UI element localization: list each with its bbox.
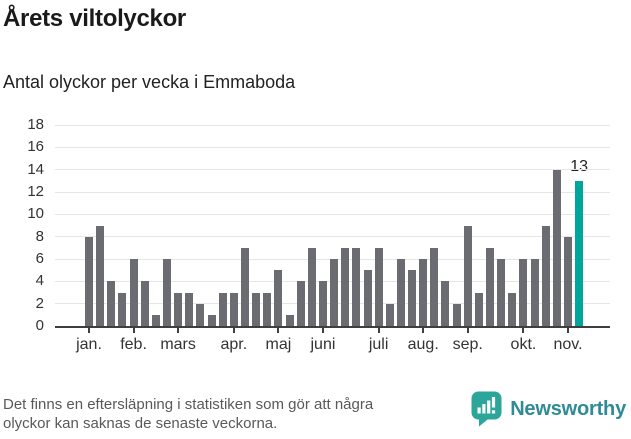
bar-week-25 [352, 247, 361, 326]
plot-area: 13 [55, 124, 610, 328]
x-label-okt: okt. [510, 336, 537, 353]
bar-week-39 [508, 292, 517, 326]
y-tick-label-12: 12 [27, 183, 44, 200]
bar-week-37 [486, 247, 495, 326]
highlight-value-label: 13 [570, 157, 589, 175]
bar-week-26 [363, 270, 372, 326]
bar-week-27 [374, 247, 383, 326]
y-tick-label-0: 0 [35, 317, 44, 334]
bar-week-41 [530, 259, 539, 326]
data-lag-note: Det finns en eftersläpning i statistiken… [3, 395, 373, 433]
bar-week-13 [218, 292, 227, 326]
bar-week-11 [196, 303, 205, 326]
bar-week-32 [430, 247, 439, 326]
bar-week-5 [129, 259, 138, 326]
bar-week-42 [541, 225, 550, 326]
bar-week-14 [229, 292, 238, 326]
y-tick-label-8: 8 [35, 227, 44, 245]
note-line-1: Det finns en eftersläpning i statistiken… [3, 396, 374, 413]
bar-week-18 [274, 270, 283, 326]
x-tick-okt [522, 327, 525, 333]
brand-name: Newsworthy [510, 397, 626, 420]
x-label-maj: maj [265, 336, 292, 353]
gridline-y-14 [55, 169, 610, 171]
bar-week-9 [174, 292, 183, 326]
bar-week-2 [96, 225, 105, 326]
x-label-jan: jan. [76, 336, 102, 353]
page-subtitle: Antal olyckor per vecka i Emmaboda [3, 72, 296, 92]
x-label-feb: feb. [120, 336, 147, 353]
x-tick-jan [88, 327, 90, 333]
y-axis-labels: 0 2 4 6 8 10 12 14 16 18 [0, 116, 46, 334]
bar-week-38 [497, 259, 506, 326]
gridline-y-12 [55, 191, 610, 193]
note-line-2: olyckor kan saknas de senaste veckorna. [3, 415, 278, 432]
x-axis: jan. feb. mars apr. maj juni juli aug. sep. okt. n… [55, 327, 610, 363]
bar-week-40 [519, 259, 528, 326]
x-tick-aug [422, 327, 425, 333]
x-tick-nov [567, 327, 570, 333]
bar-week-6 [140, 281, 149, 326]
bar-week-29 [396, 259, 405, 326]
bar-week-4 [118, 292, 127, 326]
bar-week-12 [207, 314, 216, 326]
bar-week-21 [307, 247, 316, 326]
bar-week-30 [408, 270, 417, 326]
gridline-y-10 [55, 213, 610, 215]
bar-week-8 [162, 259, 171, 326]
x-tick-juli [377, 327, 380, 333]
x-tick-mars [177, 327, 180, 333]
x-label-juli: juli [368, 336, 389, 353]
bar-week-36 [474, 292, 483, 326]
y-tick-label-2: 2 [35, 294, 44, 312]
y-tick-label-4: 4 [35, 272, 44, 290]
y-tick-label-10: 10 [27, 205, 44, 223]
x-label-nov: nov. [553, 336, 583, 353]
x-tick-sep [466, 327, 469, 333]
bar-week-15 [240, 247, 249, 326]
page-title: Årets viltolyckor [3, 5, 186, 32]
newsworthy-logo-icon [471, 391, 502, 427]
gridline-y-18 [55, 124, 610, 126]
bar-week-7 [151, 314, 160, 326]
bar-week-23 [330, 259, 339, 326]
x-label-juni: juni [310, 336, 336, 353]
gridline-y-8 [55, 236, 610, 238]
bar-week-43 [552, 169, 561, 326]
x-tick-apr [232, 327, 235, 333]
bar-week-1 [85, 236, 93, 326]
newsworthy-brand: Newsworthy [471, 389, 626, 429]
gridline-y-16 [55, 146, 610, 148]
y-tick-label-18: 18 [27, 116, 44, 133]
bar-week-10 [185, 292, 194, 326]
y-tick-label-16: 16 [27, 138, 44, 156]
bar-week-35 [463, 225, 472, 326]
bar-week-3 [107, 281, 116, 326]
x-label-mars: mars [160, 336, 196, 353]
y-tick-label-14: 14 [27, 160, 44, 178]
y-tick-label-6: 6 [35, 250, 44, 267]
bar-week-19 [285, 314, 294, 326]
bar-week-33 [441, 281, 450, 326]
weekly-accidents-bar-chart: 0 2 4 6 8 10 12 14 16 18 13 jan. feb. mars apr. maj ju… [0, 116, 610, 363]
x-tick-feb [132, 327, 135, 333]
bar-week-20 [296, 281, 305, 326]
bar-week-45 [575, 180, 584, 326]
bar-week-31 [419, 259, 428, 326]
x-label-aug: aug. [407, 336, 439, 353]
footer: Det finns en eftersläpning i statistiken… [0, 387, 631, 439]
x-label-apr: apr. [220, 336, 248, 353]
x-tick-juni [321, 327, 324, 333]
bar-week-24 [341, 247, 350, 326]
x-tick-maj [277, 327, 280, 333]
bar-week-28 [385, 303, 394, 326]
x-label-sep: sep. [452, 336, 483, 353]
bar-week-17 [263, 292, 272, 326]
bar-week-16 [252, 292, 261, 326]
bar-week-44 [564, 236, 573, 326]
bar-week-34 [452, 303, 461, 326]
bar-week-22 [318, 281, 327, 326]
